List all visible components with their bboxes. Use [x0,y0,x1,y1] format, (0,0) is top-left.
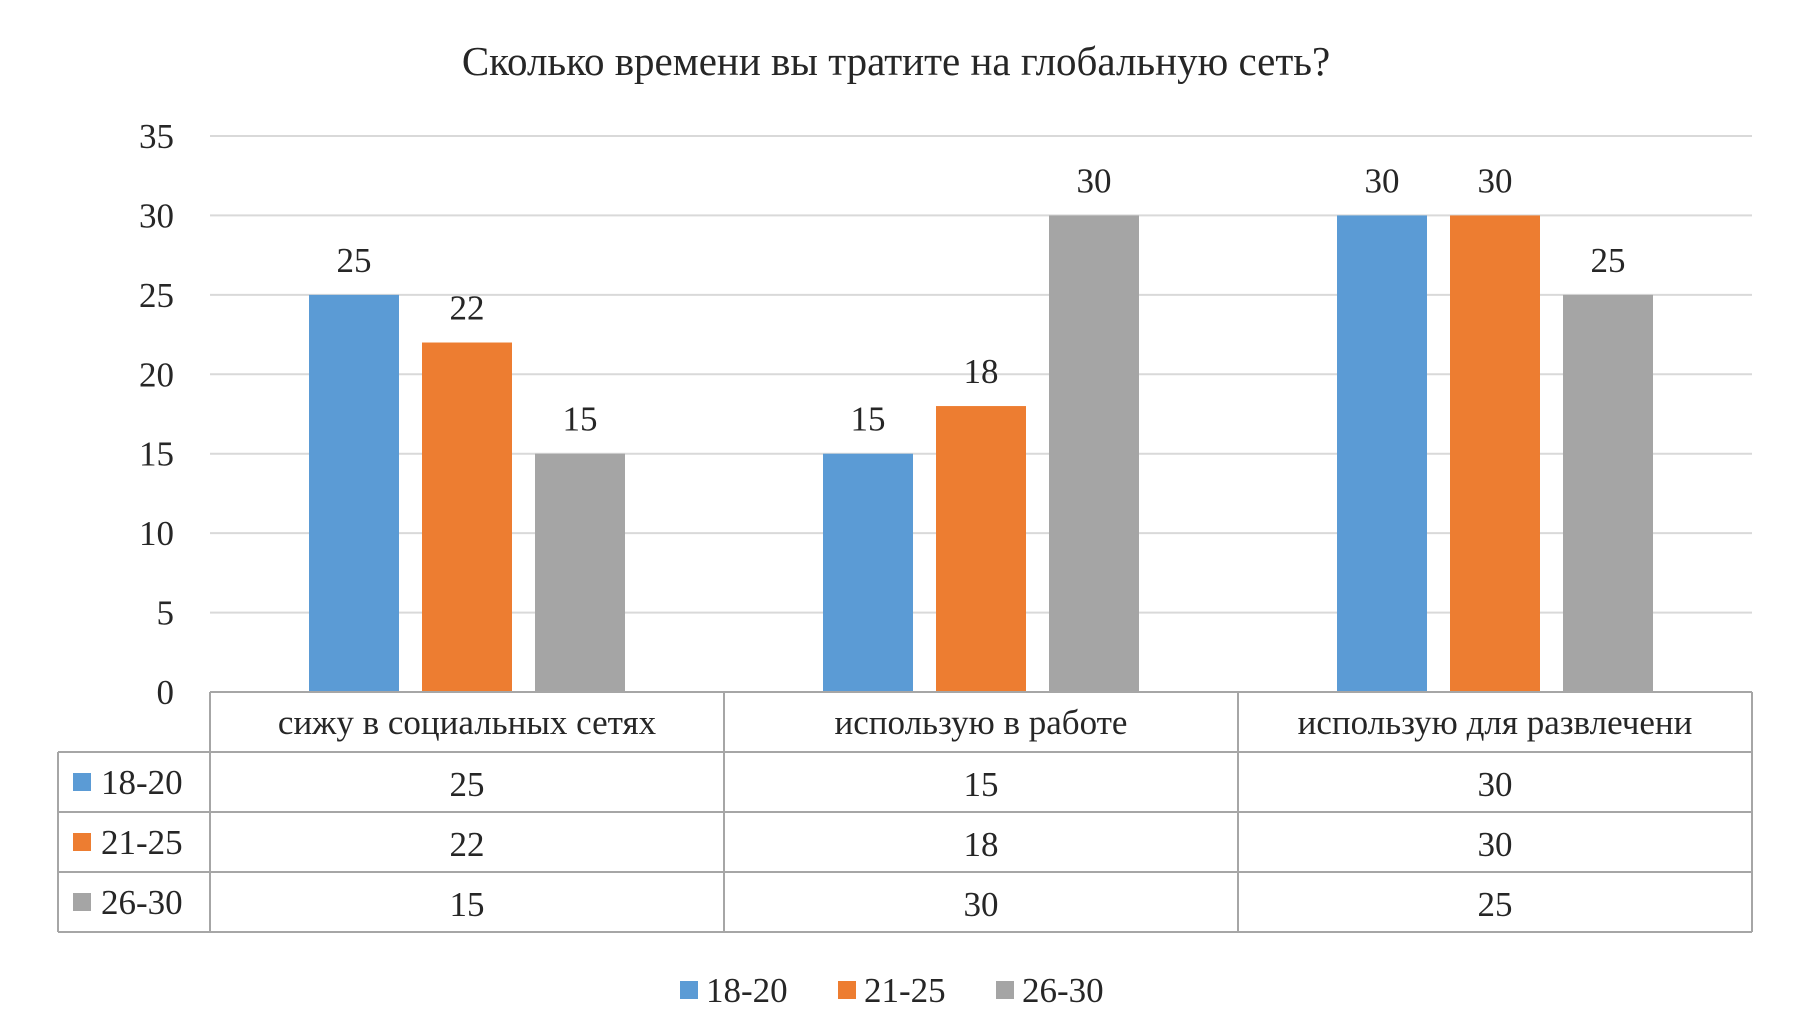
legend-swatch [838,981,856,999]
y-tick-label: 25 [139,276,174,315]
table-cell: 15 [964,765,999,804]
data-label: 18 [964,352,999,391]
bar-21-25-2 [1450,215,1540,692]
y-tick-label: 15 [139,435,174,474]
y-tick-label: 20 [139,355,174,394]
table-series-label: 18-20 [101,763,183,802]
data-label: 22 [450,289,485,328]
y-tick-label: 35 [139,117,174,156]
bar-26-30-0 [535,453,625,692]
table-cell: 30 [1478,825,1513,864]
bar-18-20-2 [1337,215,1427,692]
data-label: 30 [1478,161,1513,200]
legend: 18-20 21-25 26-30 [680,971,1104,1010]
data-label: 25 [337,241,372,280]
legend-item-label: 21-25 [864,971,946,1010]
legend-item-label: 18-20 [706,971,788,1010]
bar-21-25-0 [422,342,512,692]
table-legend-swatch [73,893,91,911]
table-cell: 15 [450,885,485,924]
bar-18-20-0 [309,294,399,692]
legend-swatch [996,981,1014,999]
table-legend-swatch [73,833,91,851]
y-tick-label: 0 [157,673,175,712]
data-label: 30 [1077,161,1112,200]
legend-swatch [680,981,698,999]
table-cell: 25 [1478,885,1513,924]
y-tick-label: 10 [139,514,174,553]
data-label: 25 [1591,241,1626,280]
table-cell: 18 [964,825,999,864]
table-cell: 22 [450,825,485,864]
table-cell: 25 [450,765,485,804]
y-axis-ticks: 0 5 10 15 20 25 30 35 [139,117,174,712]
category-label: сижу в социальных сетях [278,703,657,742]
legend-item-label: 26-30 [1022,971,1104,1010]
data-label: 15 [851,400,886,439]
data-table: сижу в социальных сетях использую в работ… [57,691,1753,933]
table-legend-swatch [73,773,91,791]
data-labels: 25 22 15 15 18 30 30 30 25 [337,161,1626,438]
category-label: использую для развлечени [1298,703,1693,742]
bar-21-25-1 [936,406,1026,692]
y-tick-label: 5 [157,594,175,633]
bar-26-30-1 [1049,215,1139,692]
chart-title: Сколько времени вы тратите на глобальную… [462,38,1330,84]
table-series-label: 21-25 [101,823,183,862]
table-cell: 30 [1478,765,1513,804]
data-label: 30 [1365,161,1400,200]
bars [309,215,1653,692]
category-label: использую в работе [835,703,1128,742]
bar-18-20-1 [823,453,913,692]
bar-26-30-2 [1563,294,1653,692]
y-tick-label: 30 [139,196,174,235]
data-label: 15 [563,400,598,439]
table-series-label: 26-30 [101,883,183,922]
table-cell: 30 [964,885,999,924]
